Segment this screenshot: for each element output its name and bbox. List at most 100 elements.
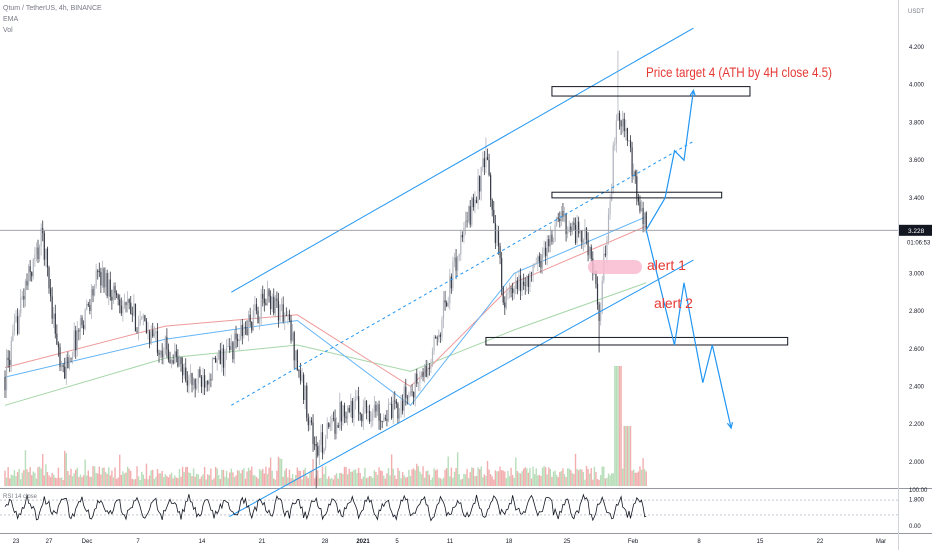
volume-indicator-label[interactable]: Vol [3, 27, 13, 34]
volume-bar [159, 473, 162, 486]
volume-bar [130, 470, 132, 486]
candle-body [323, 448, 325, 454]
candle-body [629, 140, 632, 148]
candle-body [90, 289, 93, 311]
volume-bar [357, 467, 360, 486]
candle-body [515, 280, 517, 289]
volume-bar [186, 466, 189, 486]
candle-body [288, 314, 291, 320]
volume-bar [537, 475, 539, 486]
volume-bar [205, 479, 207, 486]
volume-bar [68, 475, 71, 486]
candle-body [216, 359, 218, 363]
time-tick-label: 14 [199, 539, 206, 545]
candle-body [474, 199, 476, 208]
candle-body [568, 226, 570, 233]
volume-bar [27, 471, 30, 486]
volume-bar [181, 466, 184, 486]
candle-body [494, 223, 496, 243]
candle-body [21, 296, 23, 298]
volume-bar [306, 475, 308, 486]
volume-bar [519, 473, 522, 486]
volume-bar [57, 467, 60, 486]
candle-body [298, 370, 300, 372]
volume-bar [257, 478, 259, 486]
channel-lower-line[interactable] [229, 259, 694, 518]
symbol-title[interactable]: Qtum / TetherUS, 4h, BINANCE [3, 5, 102, 12]
candle-body [329, 423, 331, 428]
candle-body [606, 240, 608, 256]
volume-bar [625, 426, 627, 486]
candle-body [125, 302, 127, 305]
alert1-zone[interactable] [588, 260, 642, 274]
candle-body [240, 325, 242, 340]
volume-bar [120, 474, 123, 486]
candle-body [538, 256, 540, 262]
volume-bar [543, 466, 545, 486]
candle-body [205, 381, 207, 388]
candle-body [279, 304, 281, 321]
volume-bar [466, 469, 468, 486]
volume-bar [20, 479, 22, 486]
volume-bar [276, 470, 278, 486]
channel-upper-line[interactable] [231, 27, 694, 293]
candle-body [524, 285, 526, 286]
projection-down[interactable] [645, 229, 732, 429]
candle-body [364, 400, 366, 408]
candle-body [565, 213, 567, 234]
volume-bar [51, 472, 53, 486]
candle-body [457, 256, 459, 271]
volume-bar [136, 466, 138, 486]
candle-body [84, 309, 86, 329]
candle-body [202, 375, 204, 387]
volume-bar [460, 479, 462, 486]
ema-indicator-label[interactable]: EMA [3, 16, 19, 23]
candle-body [549, 234, 551, 247]
candle-body [537, 256, 539, 263]
volume-bar [414, 470, 416, 486]
zone-rect-2[interactable] [485, 336, 789, 346]
candle-body [633, 171, 635, 176]
volume-bar [31, 475, 33, 486]
volume-bar [324, 466, 327, 486]
candle-body [277, 300, 280, 321]
volume-bar [469, 472, 471, 486]
volume-bar [592, 479, 594, 486]
volume-bar [610, 473, 613, 486]
volume-bar [361, 478, 363, 486]
candle-body [40, 228, 42, 247]
candle-body [529, 272, 531, 287]
zone-rect-0[interactable] [551, 86, 751, 97]
volume-bar [628, 426, 630, 486]
candle-body [169, 359, 171, 364]
volume-bar [606, 477, 608, 486]
volume-bar [49, 477, 52, 486]
volume-bar [214, 466, 217, 486]
zone-rect-1[interactable] [551, 191, 723, 199]
candle-body [485, 157, 487, 168]
volume-bar [425, 471, 427, 486]
candle-body [271, 296, 273, 310]
volume-bar [202, 474, 204, 486]
projection-up[interactable] [645, 90, 694, 231]
price-tick-label: 2.600 [909, 347, 925, 353]
candle-body [248, 314, 250, 336]
volume-bar [29, 467, 31, 486]
volume-bar [13, 470, 16, 486]
candle-body [400, 400, 402, 414]
volume-bar [406, 477, 409, 486]
volume-bar [337, 478, 339, 486]
candle-body [392, 400, 394, 419]
volume-bar [62, 479, 64, 486]
candle-body [219, 350, 221, 364]
channel-middle-line[interactable] [231, 140, 694, 406]
volume-bar [354, 469, 357, 486]
volume-bar [389, 475, 391, 486]
volume-bar [172, 478, 174, 486]
price-tick-label: 4.000 [909, 83, 925, 89]
candle-body [306, 385, 308, 418]
candle-body [420, 371, 423, 378]
volume-bar [194, 476, 196, 486]
candle-body [128, 299, 130, 303]
